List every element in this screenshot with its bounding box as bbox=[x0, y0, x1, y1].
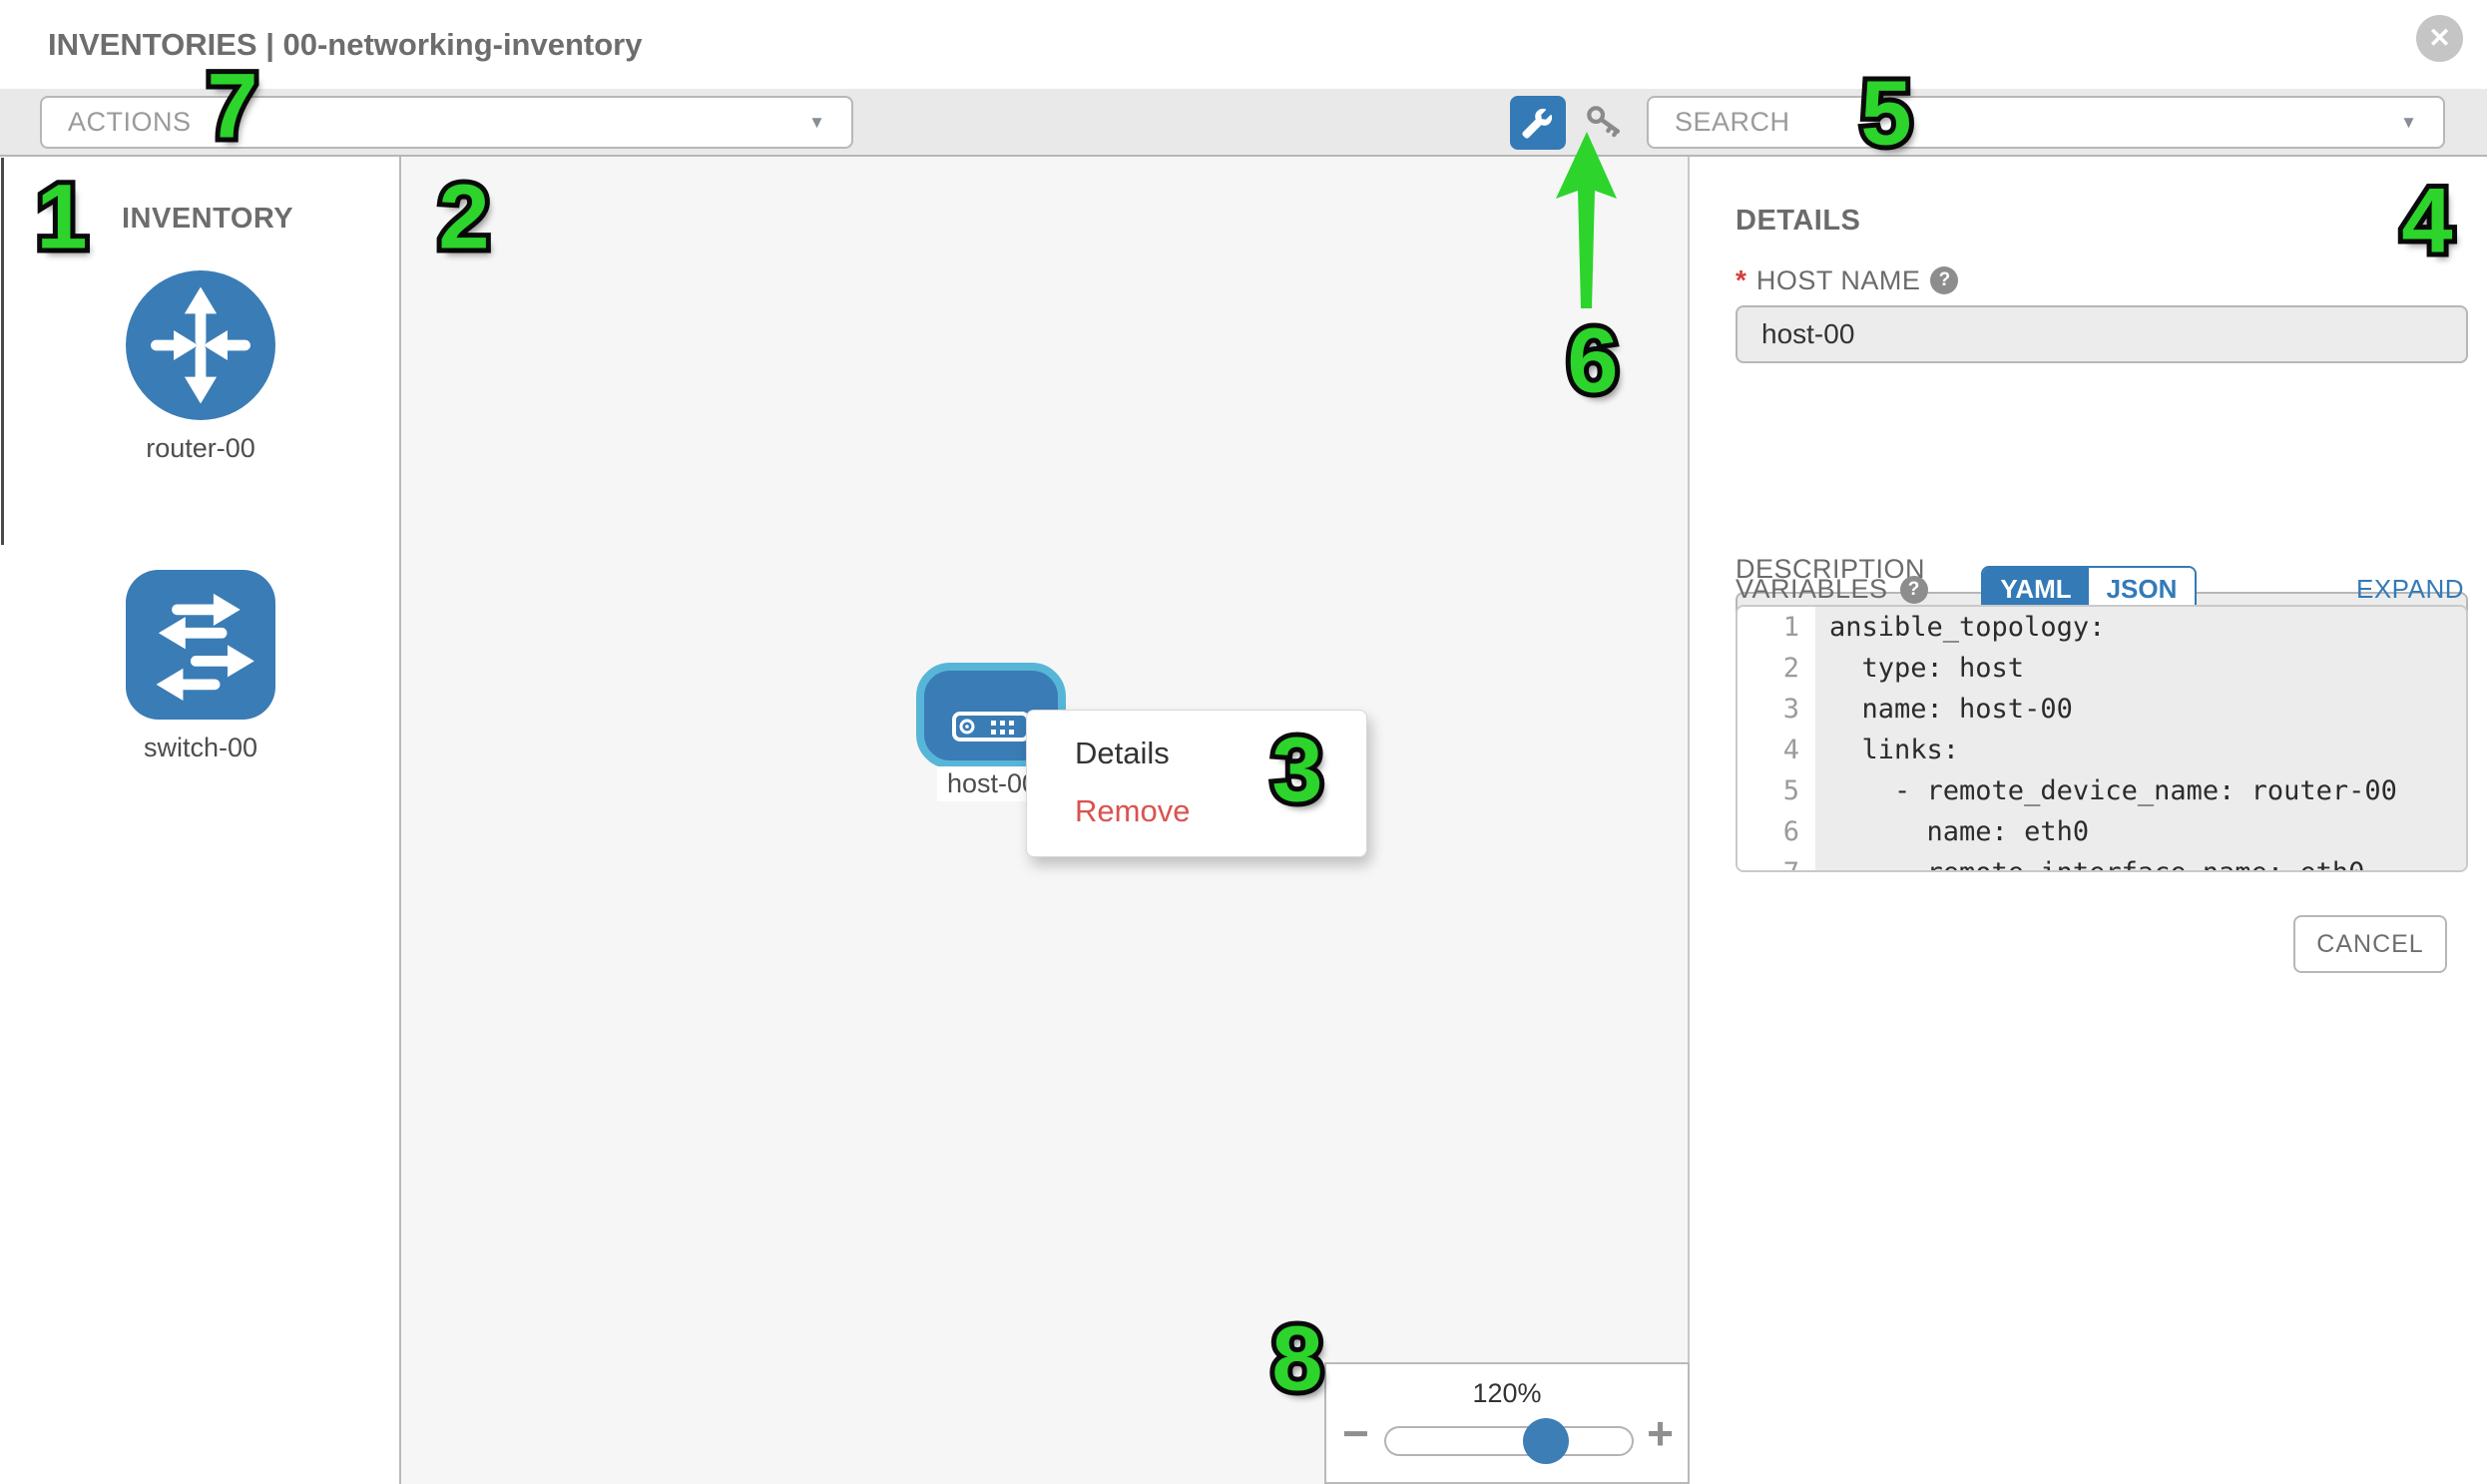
menu-item-remove[interactable]: Remove bbox=[1075, 793, 1191, 828]
expand-link[interactable]: EXPAND bbox=[2356, 574, 2464, 604]
code-line: name: eth0 bbox=[1815, 811, 2466, 852]
code-row: 6 name: eth0 bbox=[1738, 811, 2466, 852]
description-label: DESCRIPTION bbox=[1736, 554, 1926, 584]
details-panel: DETAILS * HOST NAME ? DESCRIPTION VARIAB… bbox=[1692, 157, 2487, 1484]
tab-json[interactable]: JSON bbox=[2089, 568, 2195, 610]
annotation-number-8: 8 bbox=[1266, 1303, 1327, 1415]
zoom-control: 120% − + bbox=[1324, 1362, 1690, 1484]
page-title: INVENTORIES | 00-networking-inventory bbox=[48, 27, 643, 62]
menu-item-details[interactable]: Details bbox=[1075, 736, 1170, 770]
cancel-button[interactable]: CANCEL bbox=[2293, 915, 2447, 973]
line-number: 6 bbox=[1738, 811, 1815, 852]
toolbar: ACTIONS ▼ SEARCH ▼ bbox=[0, 89, 2487, 157]
annotation-number-7: 7 bbox=[202, 51, 262, 163]
zoom-out-button[interactable]: − bbox=[1342, 1407, 1369, 1459]
scrollbar[interactable] bbox=[1, 158, 4, 545]
code-line: ansible_topology: bbox=[1815, 607, 2466, 648]
host-name-label: HOST NAME bbox=[1755, 264, 1921, 295]
annotation-number-1: 1 bbox=[31, 162, 92, 273]
description-label-row: DESCRIPTION bbox=[1736, 554, 1925, 585]
node-context-menu: Details Remove bbox=[1026, 710, 1367, 857]
annotation-number-6: 6 bbox=[1562, 305, 1623, 417]
tools-button[interactable] bbox=[1510, 96, 1566, 150]
code-row: 3 name: host-00 bbox=[1738, 689, 2466, 730]
variables-row: VARIABLES ? YAML JSON EXPAND bbox=[1736, 566, 2468, 614]
sidebar-item-router[interactable]: router-00 bbox=[0, 270, 401, 464]
key-button[interactable] bbox=[1583, 102, 1625, 144]
search-dropdown-label: SEARCH bbox=[1675, 107, 1790, 137]
line-number: 1 bbox=[1738, 607, 1815, 648]
code-row: 1 ansible_topology: bbox=[1738, 607, 2466, 648]
annotation-arrow-up bbox=[1547, 128, 1627, 318]
line-number: 2 bbox=[1738, 648, 1815, 689]
chevron-down-icon: ▼ bbox=[2400, 113, 2417, 132]
help-icon[interactable]: ? bbox=[1930, 266, 1959, 294]
annotation-number-5: 5 bbox=[1855, 58, 1916, 170]
code-line: remote_interface_name: eth0 bbox=[1815, 852, 2466, 870]
key-icon bbox=[1583, 106, 1625, 148]
zoom-slider-handle[interactable] bbox=[1523, 1418, 1569, 1464]
annotation-number-3: 3 bbox=[1266, 715, 1327, 826]
variables-format-toggle: YAML JSON bbox=[1981, 566, 2197, 612]
host-name-label-row: * HOST NAME ? bbox=[1736, 264, 1959, 296]
code-line: type: host bbox=[1815, 648, 2466, 689]
annotation-number-4: 4 bbox=[2396, 166, 2457, 277]
code-row: 4 links: bbox=[1738, 730, 2466, 770]
tab-yaml[interactable]: YAML bbox=[1983, 568, 2089, 610]
sidebar-item-switch[interactable]: switch-00 bbox=[0, 570, 401, 763]
router-icon bbox=[126, 270, 275, 425]
annotation-number-2: 2 bbox=[433, 162, 494, 273]
zoom-slider[interactable] bbox=[1384, 1418, 1634, 1464]
header-bar: INVENTORIES | 00-networking-inventory ✕ bbox=[0, 0, 2487, 89]
required-asterisk: * bbox=[1736, 264, 1746, 295]
help-icon[interactable]: ? bbox=[1899, 575, 1928, 604]
host-name-input[interactable] bbox=[1736, 305, 2468, 363]
sidebar-item-label: router-00 bbox=[146, 433, 255, 463]
line-number: 7 bbox=[1738, 852, 1815, 870]
content-area: INVENTORY router-00 bbox=[0, 157, 2487, 1484]
code-row: 7 remote_interface_name: eth0 bbox=[1738, 852, 2466, 870]
sidebar-item-label: switch-00 bbox=[143, 733, 258, 762]
sidebar-title: INVENTORY bbox=[122, 203, 294, 235]
variables-label: VARIABLES bbox=[1736, 574, 1888, 604]
actions-dropdown[interactable]: ACTIONS ▼ bbox=[40, 96, 853, 149]
code-line: links: bbox=[1815, 730, 2466, 770]
code-row: 2 type: host bbox=[1738, 648, 2466, 689]
switch-icon bbox=[126, 570, 275, 725]
variables-code-editor[interactable]: 1 ansible_topology: 2 type: host 3 name:… bbox=[1736, 605, 2468, 872]
chevron-down-icon: ▼ bbox=[808, 113, 825, 132]
search-dropdown[interactable]: SEARCH ▼ bbox=[1647, 96, 2445, 149]
line-number: 3 bbox=[1738, 689, 1815, 730]
zoom-level-value: 120% bbox=[1472, 1378, 1542, 1408]
line-number: 5 bbox=[1738, 770, 1815, 811]
zoom-in-button[interactable]: + bbox=[1647, 1407, 1674, 1459]
details-panel-title: DETAILS bbox=[1736, 205, 1861, 237]
code-line: name: host-00 bbox=[1815, 689, 2466, 730]
inventory-sidebar: INVENTORY router-00 bbox=[0, 157, 401, 1484]
code-row: 5 - remote_device_name: router-00 bbox=[1738, 770, 2466, 811]
close-icon[interactable]: ✕ bbox=[2416, 15, 2463, 62]
actions-dropdown-label: ACTIONS bbox=[68, 107, 192, 137]
topology-canvas[interactable]: host-00 Details Remove 120% − + bbox=[401, 157, 1690, 1484]
line-number: 4 bbox=[1738, 730, 1815, 770]
code-line: - remote_device_name: router-00 bbox=[1815, 770, 2466, 811]
